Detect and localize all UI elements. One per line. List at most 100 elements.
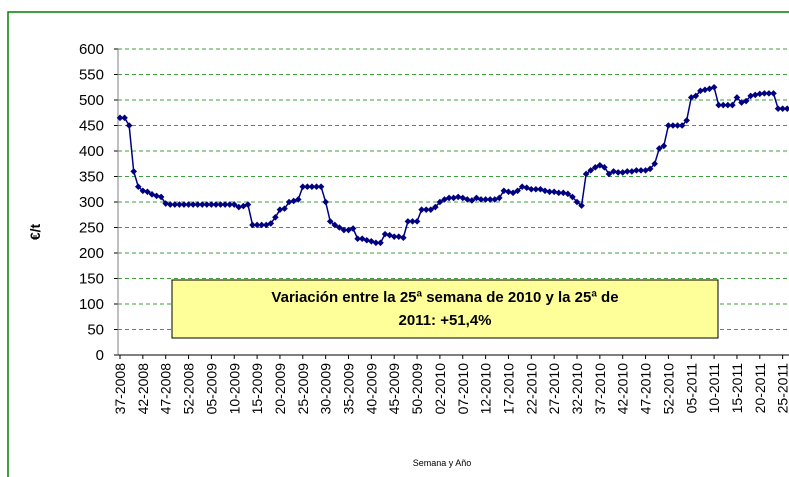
x-tick-label: 40-2009: [363, 363, 379, 415]
marker: [610, 168, 617, 175]
marker: [729, 101, 736, 109]
marker: [345, 226, 352, 234]
marker: [468, 197, 476, 204]
y-tick-label: 0: [96, 347, 104, 364]
marker: [189, 201, 197, 208]
y-tick-label: 100: [79, 296, 104, 313]
marker: [587, 167, 595, 174]
marker: [477, 196, 485, 203]
annotation-line: Variación entre la 25ª semana de 2010 y …: [271, 289, 618, 306]
marker: [144, 188, 151, 196]
marker: [770, 90, 777, 97]
marker: [505, 188, 512, 196]
y-axis-label: €/t: [27, 223, 43, 240]
marker: [221, 201, 229, 208]
marker: [290, 197, 297, 205]
marker: [564, 190, 572, 198]
marker: [395, 233, 403, 240]
marker: [596, 161, 604, 169]
marker: [171, 201, 179, 208]
x-tick-label: 52-2008: [181, 363, 197, 415]
marker: [381, 230, 389, 238]
x-tick-label: 50-2009: [409, 363, 425, 415]
marker: [619, 169, 626, 176]
marker: [409, 218, 416, 225]
marker: [555, 189, 563, 197]
y-tick-label: 300: [79, 194, 104, 211]
marker: [432, 203, 439, 211]
annotation-box: [171, 279, 719, 339]
marker: [340, 226, 348, 234]
marker: [235, 203, 243, 211]
marker: [413, 218, 421, 225]
marker: [454, 193, 462, 201]
marker: [450, 194, 457, 202]
marker: [459, 194, 467, 202]
marker: [208, 201, 215, 208]
marker: [605, 170, 613, 178]
marker: [377, 239, 384, 247]
marker: [761, 90, 768, 97]
marker: [509, 189, 517, 197]
marker: [683, 117, 690, 124]
marker: [304, 183, 311, 190]
x-tick-label: 25-2011: [775, 363, 789, 414]
marker: [697, 87, 704, 95]
marker: [153, 192, 160, 200]
marker: [427, 206, 435, 213]
marker: [774, 105, 782, 112]
marker: [354, 235, 361, 243]
marker: [715, 101, 722, 109]
marker: [404, 218, 412, 225]
marker: [422, 206, 430, 213]
marker: [116, 114, 124, 122]
marker: [157, 193, 165, 201]
x-tick-label: 45-2009: [386, 363, 402, 415]
marker: [733, 94, 741, 101]
marker: [299, 183, 307, 190]
marker: [134, 183, 142, 190]
marker: [166, 201, 174, 208]
marker: [226, 201, 233, 208]
x-tick-label: 47-2010: [638, 363, 654, 415]
marker: [194, 201, 201, 208]
marker: [358, 235, 366, 243]
marker: [482, 196, 489, 203]
marker: [262, 221, 270, 229]
marker: [258, 221, 265, 229]
marker: [313, 183, 320, 190]
x-tick-label: 07-2010: [455, 363, 471, 415]
marker: [363, 236, 371, 244]
marker: [368, 237, 375, 245]
y-tick-label: 200: [79, 245, 104, 262]
marker: [308, 183, 316, 190]
marker: [665, 122, 672, 129]
marker: [601, 164, 608, 171]
x-tick-label: 05-2009: [203, 363, 219, 415]
marker: [418, 206, 425, 213]
x-tick-label: 15-2009: [249, 363, 265, 415]
marker: [400, 234, 407, 241]
annotation-line: 2011: +51,4%: [399, 312, 492, 329]
y-tick-label: 550: [79, 67, 104, 84]
marker: [765, 90, 773, 97]
marker: [591, 164, 599, 171]
marker: [546, 188, 553, 196]
marker: [176, 201, 183, 208]
marker: [331, 221, 339, 229]
marker: [180, 201, 188, 208]
marker: [719, 101, 727, 109]
x-tick-label: 52-2010: [660, 363, 676, 415]
marker: [692, 92, 700, 100]
chart-frame: [7, 11, 789, 477]
y-tick-label: 150: [79, 271, 104, 288]
marker: [486, 196, 494, 203]
marker: [473, 194, 480, 202]
marker: [518, 183, 526, 190]
marker: [326, 218, 334, 225]
marker: [162, 200, 169, 207]
marker: [390, 233, 398, 240]
marker: [528, 185, 535, 193]
marker: [491, 196, 499, 203]
